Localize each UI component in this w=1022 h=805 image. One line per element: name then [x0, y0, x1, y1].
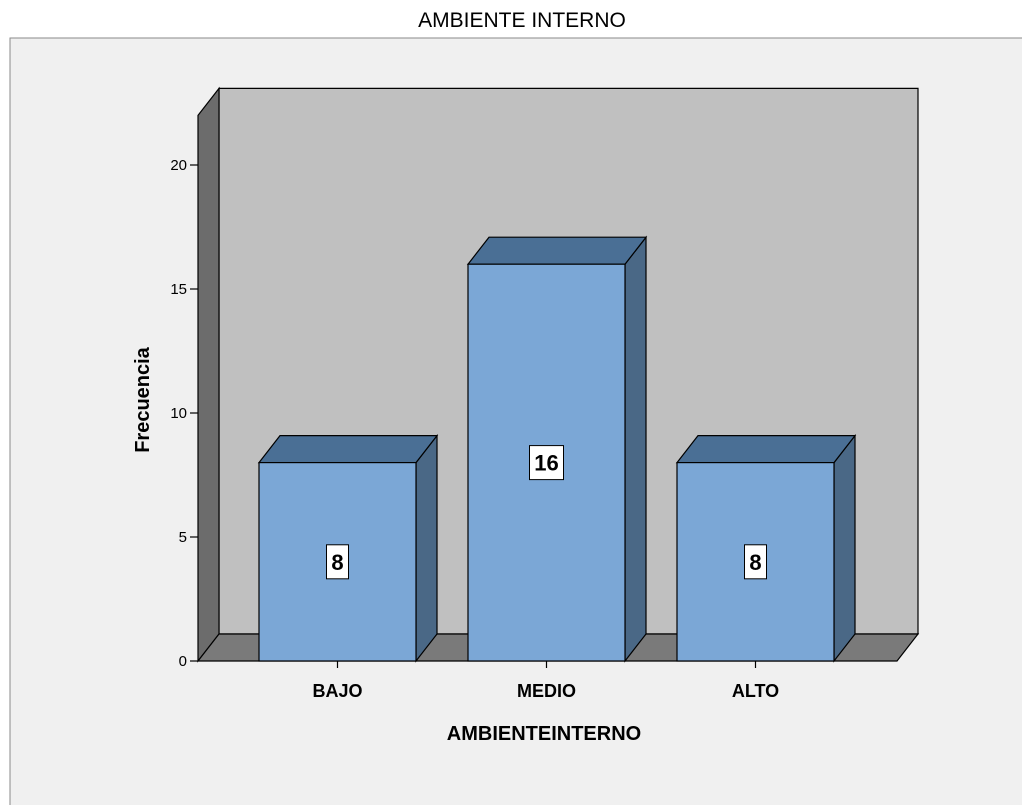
bar-medio: 16 [466, 235, 648, 663]
x-tick-label: BAJO [312, 681, 362, 701]
y-tick-label: 5 [179, 529, 187, 546]
data-label-box [529, 445, 564, 481]
bar-top [466, 236, 648, 265]
y-axis-label: Frecuencia [132, 346, 154, 452]
y-tick-label: 15 [170, 281, 187, 298]
bar-side [833, 433, 856, 663]
data-label-box [326, 544, 349, 580]
x-axis: BAJO MEDIO ALTO [312, 661, 779, 701]
side-wall [197, 86, 220, 663]
bar-top [257, 435, 439, 464]
chart-title: AMBIENTE INTERNO [418, 9, 626, 32]
bar-bajo: 8 [257, 433, 439, 663]
x-tick-label: ALTO [732, 681, 779, 701]
y-axis: 0 5 10 15 20 [170, 157, 198, 670]
data-label: 8 [749, 550, 761, 575]
bar-alto: 8 [675, 433, 857, 663]
bar-side [415, 433, 438, 663]
data-label: 8 [331, 550, 343, 575]
y-tick-label: 20 [170, 157, 187, 174]
data-label-box [744, 544, 767, 580]
data-label: 16 [534, 451, 558, 476]
bar-top [675, 435, 857, 464]
y-tick-label: 0 [179, 653, 187, 670]
y-tick-label: 10 [170, 405, 187, 422]
x-axis-label: AMBIENTEINTERNO [447, 723, 641, 745]
bars: 8 16 8 [257, 235, 857, 663]
bar-side [624, 235, 647, 663]
x-tick-label: MEDIO [517, 681, 576, 701]
